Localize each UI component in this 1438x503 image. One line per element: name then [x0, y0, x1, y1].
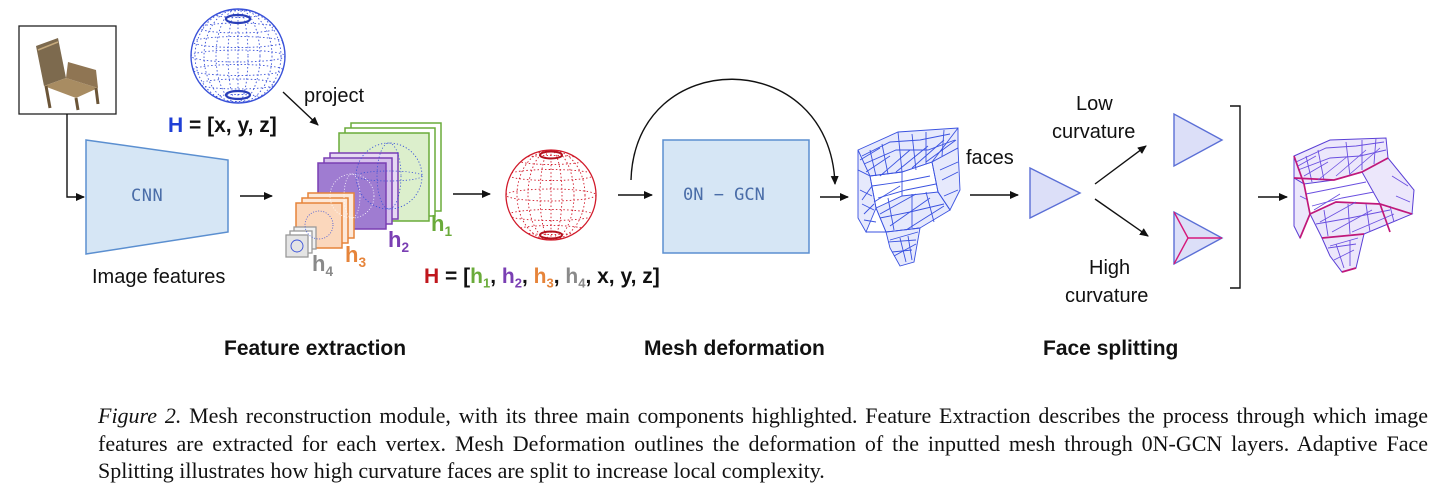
- h3-label: h3: [345, 242, 367, 270]
- project-label: project: [304, 85, 365, 107]
- low-curvature-label-line2: curvature: [1052, 121, 1136, 143]
- diagram-canvas: [18, 8, 1415, 289]
- gcn-block: [662, 139, 810, 254]
- initial-sphere-mesh: [190, 8, 286, 104]
- input-chair-image: [18, 25, 117, 115]
- face-triangle: [1029, 166, 1082, 220]
- cnn-label: CNN: [131, 186, 164, 206]
- initial-features-formula: H = [x, y, z]: [168, 115, 277, 136]
- section-mesh-deformation: Mesh deformation: [644, 337, 825, 360]
- featured-sphere-mesh: [505, 149, 597, 241]
- feature-map-stack: [285, 122, 442, 258]
- gcn-label: 0N − GCN: [683, 185, 765, 205]
- high-curvature-arrow: [1094, 198, 1149, 237]
- formula-xyz: = [x, y, z]: [183, 114, 277, 137]
- cnn-block: [85, 139, 229, 255]
- section-feature-extraction: Feature extraction: [224, 337, 407, 360]
- image-to-cnn-arrow: [66, 114, 85, 201]
- deformed-chair-mesh: [857, 127, 961, 267]
- h4-label: h4: [312, 251, 334, 279]
- low-curvature-arrow: [1094, 145, 1147, 185]
- section-face-splitting: Face splitting: [1043, 337, 1179, 360]
- formula-h-symbol: H: [168, 114, 184, 137]
- split-results-bracket: [1230, 105, 1241, 289]
- concatenated-features-formula: H = [h1, h2, h3, h4, x, y, z]: [424, 265, 660, 291]
- h2-label: h2: [388, 227, 410, 255]
- low-curvature-triangle: [1173, 112, 1224, 168]
- refined-chair-mesh: [1293, 137, 1415, 273]
- high-curvature-label-line1: High: [1089, 257, 1131, 279]
- low-curvature-label-line1: Low: [1076, 93, 1113, 115]
- skip-connection-arc: [630, 78, 839, 185]
- project-arrow: [282, 91, 319, 126]
- image-features-label: Image features: [92, 266, 226, 288]
- high-curvature-split-triangle: [1173, 210, 1224, 266]
- caption-figure-label: Figure 2.: [98, 403, 182, 428]
- high-curvature-label-line2: curvature: [1065, 285, 1149, 307]
- figure-caption: Figure 2. Mesh reconstruction module, wi…: [98, 402, 1428, 485]
- caption-text: Mesh reconstruction module, with its thr…: [98, 403, 1428, 483]
- faces-label: faces: [966, 147, 1014, 169]
- h1-label: h1: [431, 211, 453, 239]
